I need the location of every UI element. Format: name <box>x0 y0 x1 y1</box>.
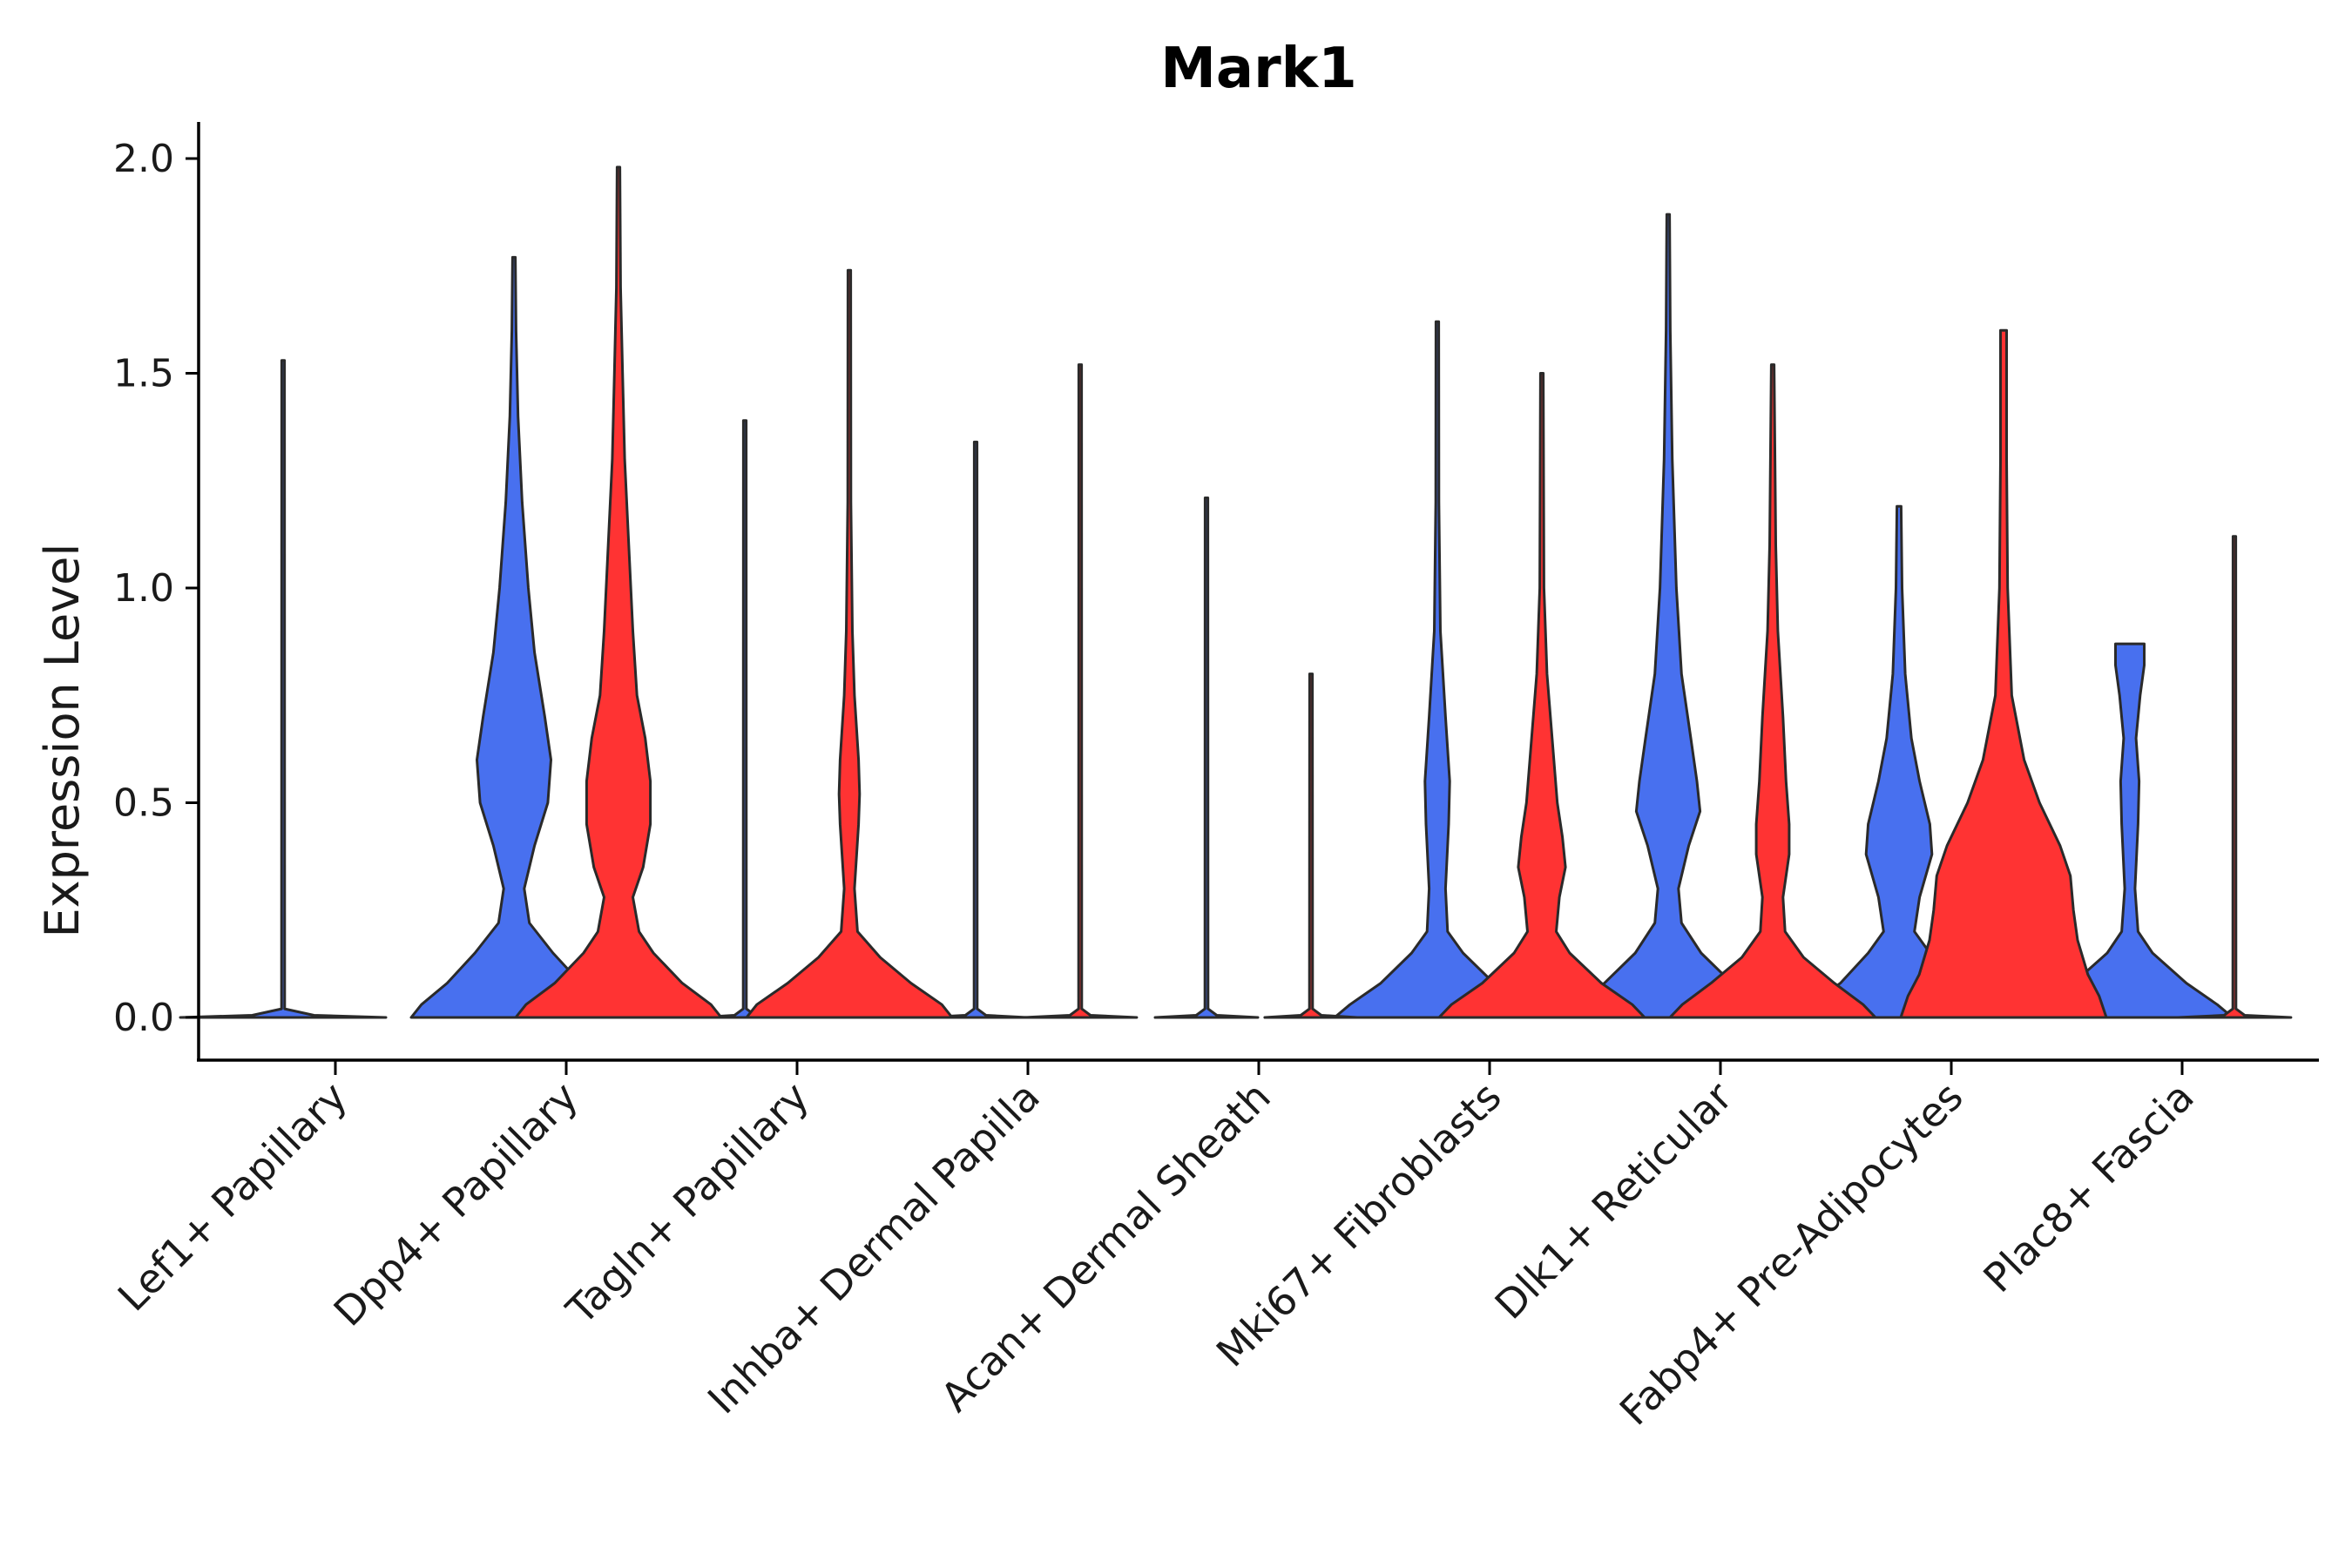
violin-group1-tagln-papillary <box>697 419 793 1019</box>
violin-group1-mki67-fibroblasts <box>1333 320 1542 1019</box>
y-tick-label: 1.5 <box>113 352 174 396</box>
violin-group2-inhba-dermal-papilla <box>1022 363 1139 1019</box>
x-tick-label: Dlk1+ Reticular <box>1486 1073 1741 1328</box>
y-tick-label: 0.5 <box>113 781 174 826</box>
y-ticks: 0.0 0.5 1.0 1.5 2.0 <box>113 137 199 1040</box>
violin-group2-tagln-papillary <box>745 268 954 1019</box>
violin-layer <box>179 166 2293 1019</box>
violin-group1-dlk1-reticular <box>1564 213 1773 1019</box>
y-tick-label: 2.0 <box>113 137 174 181</box>
violin-group1-dpp4-papillary <box>409 255 618 1019</box>
violin-group2-fabp4-pre-adipocytes <box>1899 328 2108 1019</box>
violin-group2-dlk1-reticular <box>1668 363 1877 1019</box>
violin-group1-fabp4-pre-adipocytes <box>1794 504 2004 1019</box>
y-tick-label: 0.0 <box>113 996 174 1040</box>
x-tick-label: Tagln+ Papillary <box>557 1073 818 1335</box>
x-tick-label: Lef1+ Papillary <box>109 1073 356 1321</box>
y-axis-label: Expression Level <box>35 544 90 938</box>
chart-title: Mark1 <box>1160 37 1357 101</box>
violin-group2-acan-dermal-sheath <box>1263 672 1359 1019</box>
x-tick-label: Dpp4+ Papillary <box>325 1073 587 1335</box>
violin-group1-acan-dermal-sheath <box>1153 497 1260 1019</box>
violin-group2-dpp4-papillary <box>514 166 723 1019</box>
x-tick-label: Plac8+ Fascia <box>1974 1073 2202 1301</box>
y-tick-label: 1.0 <box>113 566 174 611</box>
violin-group1-inhba-dermal-papilla <box>923 440 1029 1019</box>
violin-group1-plac8-fascia <box>2025 642 2234 1019</box>
violin-group1-lef1-papillary <box>179 359 388 1019</box>
violin-group2-mki67-fibroblasts <box>1437 372 1646 1019</box>
violin-group2-plac8-fascia <box>2176 535 2293 1019</box>
